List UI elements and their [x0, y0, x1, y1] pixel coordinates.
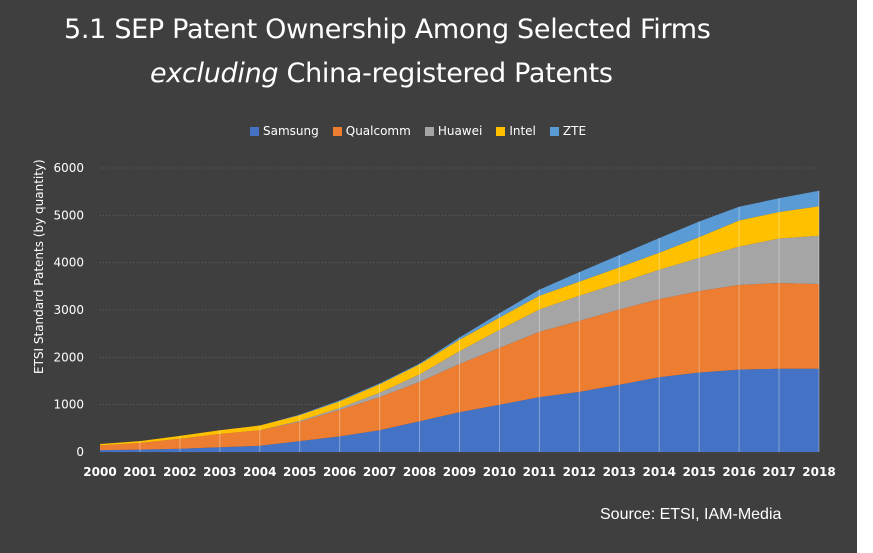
legend-item-samsung: Samsung: [250, 124, 319, 138]
subtitle-rest: China-registered Patents: [278, 58, 613, 89]
legend-label: Qualcomm: [345, 124, 411, 138]
y-tick-label: 2000: [53, 350, 84, 364]
legend-item-zte: ZTE: [549, 124, 587, 138]
legend-label: ZTE: [562, 124, 587, 138]
x-tick-label: 2008: [403, 465, 436, 479]
x-tick-label: 2014: [643, 465, 676, 479]
legend-swatch: [424, 126, 434, 136]
x-tick-label: 2016: [722, 465, 755, 479]
legend-swatch: [332, 126, 342, 136]
subtitle-emphasis: excluding: [150, 58, 279, 89]
y-tick-label: 0: [76, 445, 84, 459]
legend-swatch: [496, 126, 506, 136]
x-tick-label: 2006: [323, 465, 356, 479]
x-tick-label: 2013: [603, 465, 636, 479]
y-tick-label: 5000: [53, 208, 84, 222]
legend-label: Huawei: [437, 124, 483, 138]
x-tick-label: 2001: [123, 465, 156, 479]
legend-swatch: [549, 126, 559, 136]
x-tick-label: 2009: [443, 465, 476, 479]
x-tick-label: 2002: [163, 465, 196, 479]
y-tick-label: 1000: [53, 398, 84, 412]
area-intel: [100, 206, 819, 446]
x-tick-label: 2011: [523, 465, 556, 479]
y-tick-label: 4000: [53, 256, 84, 270]
source-note: Source: ETSI, IAM-Media: [600, 506, 782, 523]
x-tick-label: 2018: [802, 465, 835, 479]
x-tick-label: 2012: [563, 465, 596, 479]
chart-title: 5.1 SEP Patent Ownership Among Selected …: [64, 14, 711, 45]
y-tick-label: 3000: [53, 303, 84, 317]
area-samsung: [100, 368, 819, 452]
legend-item-intel: Intel: [496, 124, 536, 138]
x-tick-label: 2017: [762, 465, 795, 479]
area-qualcomm: [100, 283, 819, 451]
x-tick-label: 2007: [363, 465, 396, 479]
legend-item-qualcomm: Qualcomm: [332, 124, 411, 138]
area-huawei: [100, 235, 819, 446]
x-tick-label: 2004: [243, 465, 276, 479]
legend-swatch: [250, 126, 259, 136]
legend-label: Intel: [509, 124, 536, 138]
x-tick-label: 2003: [203, 465, 236, 479]
x-tick-label: 2005: [283, 465, 316, 479]
y-tick-label: 6000: [53, 161, 84, 175]
x-tick-label: 2010: [483, 465, 516, 479]
chart-subtitle: excluding China-registered Patents: [150, 58, 613, 89]
x-tick-label: 2015: [682, 465, 715, 479]
legend-label: Samsung: [263, 124, 319, 138]
area-zte: [100, 190, 819, 444]
legend-item-huawei: Huawei: [424, 124, 483, 138]
x-tick-label: 2000: [83, 465, 116, 479]
chart-legend: Samsung Qualcomm Huawei Intel ZTE: [250, 124, 586, 138]
